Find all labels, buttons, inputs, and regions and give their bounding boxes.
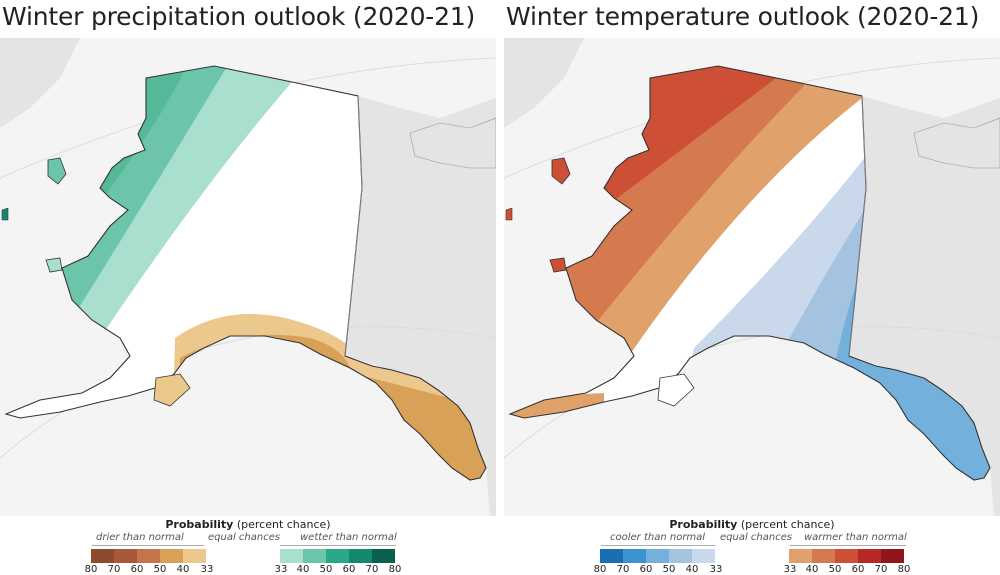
swatch-warmer-60 bbox=[835, 549, 858, 563]
legend-drier-label: drier than normal bbox=[96, 532, 184, 543]
swatch-warmer-50 bbox=[812, 549, 835, 563]
legend-warmer-label: warmer than normal bbox=[804, 532, 907, 543]
precipitation-title: Winter precipitation outlook (2020-21) bbox=[2, 2, 476, 31]
tick-label: 40 bbox=[176, 564, 190, 575]
precipitation-legend: Probability (percent chance) drier than … bbox=[0, 517, 496, 575]
swatch-drier-40 bbox=[183, 549, 206, 563]
swatch-drier-50 bbox=[160, 549, 183, 563]
tick-label: 33 bbox=[783, 564, 797, 575]
tick-label: 60 bbox=[342, 564, 356, 575]
tick-label: 70 bbox=[616, 564, 630, 575]
legend-equal-label: equal chances bbox=[208, 532, 281, 543]
swatch-cooler-70 bbox=[623, 549, 646, 563]
tick-label: 40 bbox=[296, 564, 310, 575]
legend-cooler-label: cooler than normal bbox=[610, 532, 706, 543]
swatch-equal bbox=[206, 549, 280, 563]
legend-cooler-line bbox=[601, 545, 715, 546]
tick-label: 60 bbox=[851, 564, 865, 575]
swatch-wetter-50 bbox=[303, 549, 326, 563]
legend-title: Probability (percent chance) bbox=[165, 518, 331, 531]
swatch-drier-60 bbox=[137, 549, 160, 563]
swatch-cooler-60 bbox=[646, 549, 669, 563]
swatch-warmer-40 bbox=[789, 549, 812, 563]
tick-label: 80 bbox=[593, 564, 607, 575]
precipitation-map bbox=[0, 38, 496, 516]
tick-label: 40 bbox=[685, 564, 699, 575]
tick-label: 60 bbox=[130, 564, 144, 575]
temperature-map bbox=[504, 38, 1000, 516]
legend-equal-label: equal chances bbox=[720, 532, 793, 543]
tick-label: 70 bbox=[874, 564, 888, 575]
tick-label: 60 bbox=[639, 564, 653, 575]
swatch-cooler-80 bbox=[600, 549, 623, 563]
legend-title: Probability (percent chance) bbox=[669, 518, 835, 531]
tick-label: 50 bbox=[153, 564, 167, 575]
tick-label: 50 bbox=[319, 564, 333, 575]
temperature-title: Winter temperature outlook (2020-21) bbox=[506, 2, 980, 31]
tick-label: 33 bbox=[709, 564, 723, 575]
tick-label: 50 bbox=[662, 564, 676, 575]
swatch-cooler-50 bbox=[669, 549, 692, 563]
temperature-panel: Winter temperature outlook (2020-21) bbox=[504, 0, 1000, 575]
swatch-warmer-80 bbox=[881, 549, 904, 563]
precipitation-panel: Winter precipitation outlook (2020-21) bbox=[0, 0, 496, 575]
tick-label: 80 bbox=[84, 564, 98, 575]
tick-label: 33 bbox=[274, 564, 288, 575]
legend-wetter-label: wetter than normal bbox=[300, 532, 397, 543]
tick-label: 80 bbox=[388, 564, 402, 575]
legend-warmer-line bbox=[790, 545, 906, 546]
temperature-legend: Probability (percent chance) cooler than… bbox=[504, 517, 1000, 575]
tick-label: 50 bbox=[828, 564, 842, 575]
swatch-wetter-80 bbox=[372, 549, 395, 563]
swatch-warmer-70 bbox=[858, 549, 881, 563]
swatch-drier-70 bbox=[114, 549, 137, 563]
swatch-wetter-70 bbox=[349, 549, 372, 563]
swatch-equal bbox=[715, 549, 789, 563]
tick-label: 80 bbox=[897, 564, 911, 575]
tick-label: 33 bbox=[200, 564, 214, 575]
swatch-wetter-60 bbox=[326, 549, 349, 563]
swatch-cooler-40 bbox=[692, 549, 715, 563]
swatch-wetter-40 bbox=[280, 549, 303, 563]
legend-drier-line bbox=[92, 545, 204, 546]
swatch-drier-80 bbox=[91, 549, 114, 563]
tick-label: 40 bbox=[805, 564, 819, 575]
tick-label: 70 bbox=[107, 564, 121, 575]
legend-wetter-line bbox=[280, 545, 396, 546]
tick-label: 70 bbox=[365, 564, 379, 575]
